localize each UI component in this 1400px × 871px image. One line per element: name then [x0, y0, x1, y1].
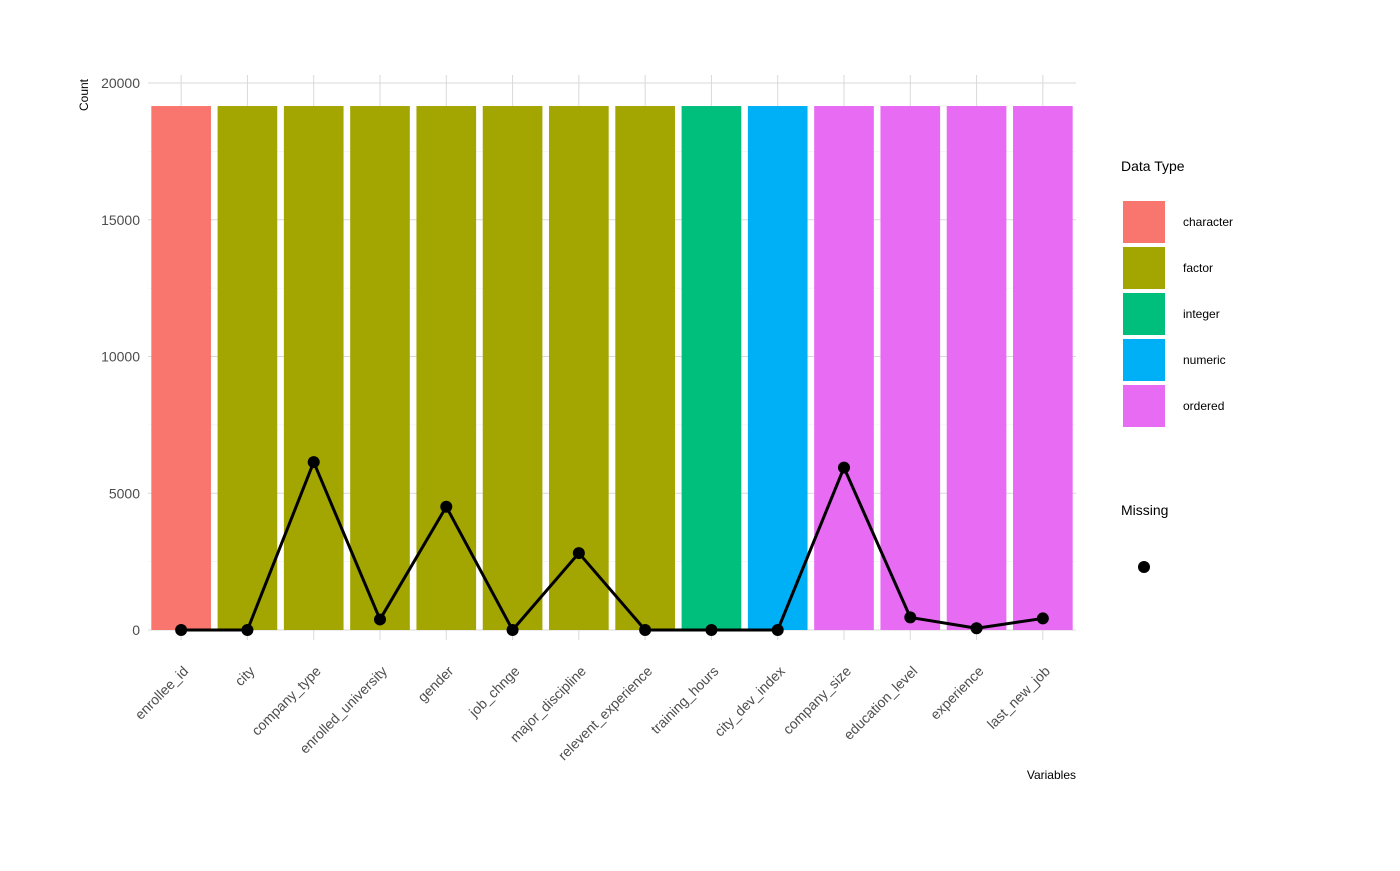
bar-enrollee_id	[151, 106, 211, 631]
x-tick-label: training_hours	[647, 663, 721, 737]
x-tick-label: last_new_job	[984, 663, 1053, 732]
bar-education_level	[880, 106, 941, 631]
missing-point-experience	[970, 622, 983, 635]
legend-missing-point	[1138, 561, 1150, 573]
bar-major_discipline	[549, 106, 609, 631]
bar-experience	[946, 106, 1007, 631]
x-tick-label: city_dev_index	[711, 663, 788, 740]
bars	[151, 106, 1073, 631]
missing-point-company_type	[307, 456, 320, 469]
y-tick-label: 10000	[101, 349, 140, 365]
missing-point-training_hours	[705, 624, 718, 636]
missing-point-city	[241, 624, 254, 636]
x-tick-label: company_size	[780, 663, 855, 738]
bar-company_size	[814, 106, 874, 631]
legend-label-character: character	[1183, 215, 1233, 229]
bar-city	[217, 106, 278, 631]
legend-label-ordered: ordered	[1183, 399, 1224, 413]
legend-title-missing: Missing	[1121, 502, 1168, 518]
y-tick-label: 15000	[101, 212, 140, 228]
missing-point-last_new_job	[1036, 612, 1049, 625]
x-tick-label: experience	[927, 663, 987, 723]
missing-point-company_size	[838, 461, 850, 474]
bar-company_type	[283, 106, 344, 631]
bar-last_new_job	[1013, 106, 1073, 631]
legend-key-numeric	[1123, 339, 1165, 381]
legend-key-integer	[1123, 293, 1165, 335]
missing-point-enrolled_university	[374, 613, 386, 626]
missing-point-gender	[440, 500, 453, 513]
missing-point-education_level	[904, 611, 917, 624]
x-tick-label: city	[231, 663, 257, 689]
y-tick-label: 5000	[109, 485, 140, 501]
missing-point-enrollee_id	[175, 624, 188, 636]
legend-label-factor: factor	[1183, 261, 1213, 275]
x-axis-title: Variables	[1027, 768, 1076, 782]
bar-gender	[416, 106, 477, 631]
legend-label-integer: integer	[1183, 307, 1220, 321]
y-axis-title: Count	[77, 78, 91, 111]
x-tick-label: enrollee_id	[132, 663, 192, 723]
missing-point-job_chnge	[506, 624, 519, 636]
legend-key-ordered	[1123, 385, 1165, 427]
missing-line	[175, 456, 1049, 636]
bar-enrolled_university	[350, 106, 410, 631]
bar-city_dev_index	[747, 106, 808, 631]
legend-title-data-type: Data Type	[1121, 158, 1185, 174]
x-tick-label: company_type	[248, 663, 324, 739]
missing-point-major_discipline	[572, 547, 585, 560]
legend-key-character	[1123, 201, 1165, 243]
legend-label-numeric: numeric	[1183, 353, 1226, 367]
bar-training_hours	[681, 106, 742, 631]
missing-point-relevent_experience	[639, 624, 652, 636]
missing-point-city_dev_index	[771, 624, 784, 636]
legend: Data Type Missing character factor integer…	[1121, 158, 1233, 573]
y-tick-label: 0	[132, 622, 140, 638]
legend-key-factor	[1123, 247, 1165, 289]
x-tick-label: gender	[414, 663, 456, 705]
x-tick-label: job_chnge	[465, 663, 523, 721]
bar-job_chnge	[482, 106, 543, 631]
missing-polyline	[181, 460, 1044, 632]
bar-relevent_experience	[615, 106, 675, 631]
y-tick-label: 20000	[101, 75, 140, 91]
